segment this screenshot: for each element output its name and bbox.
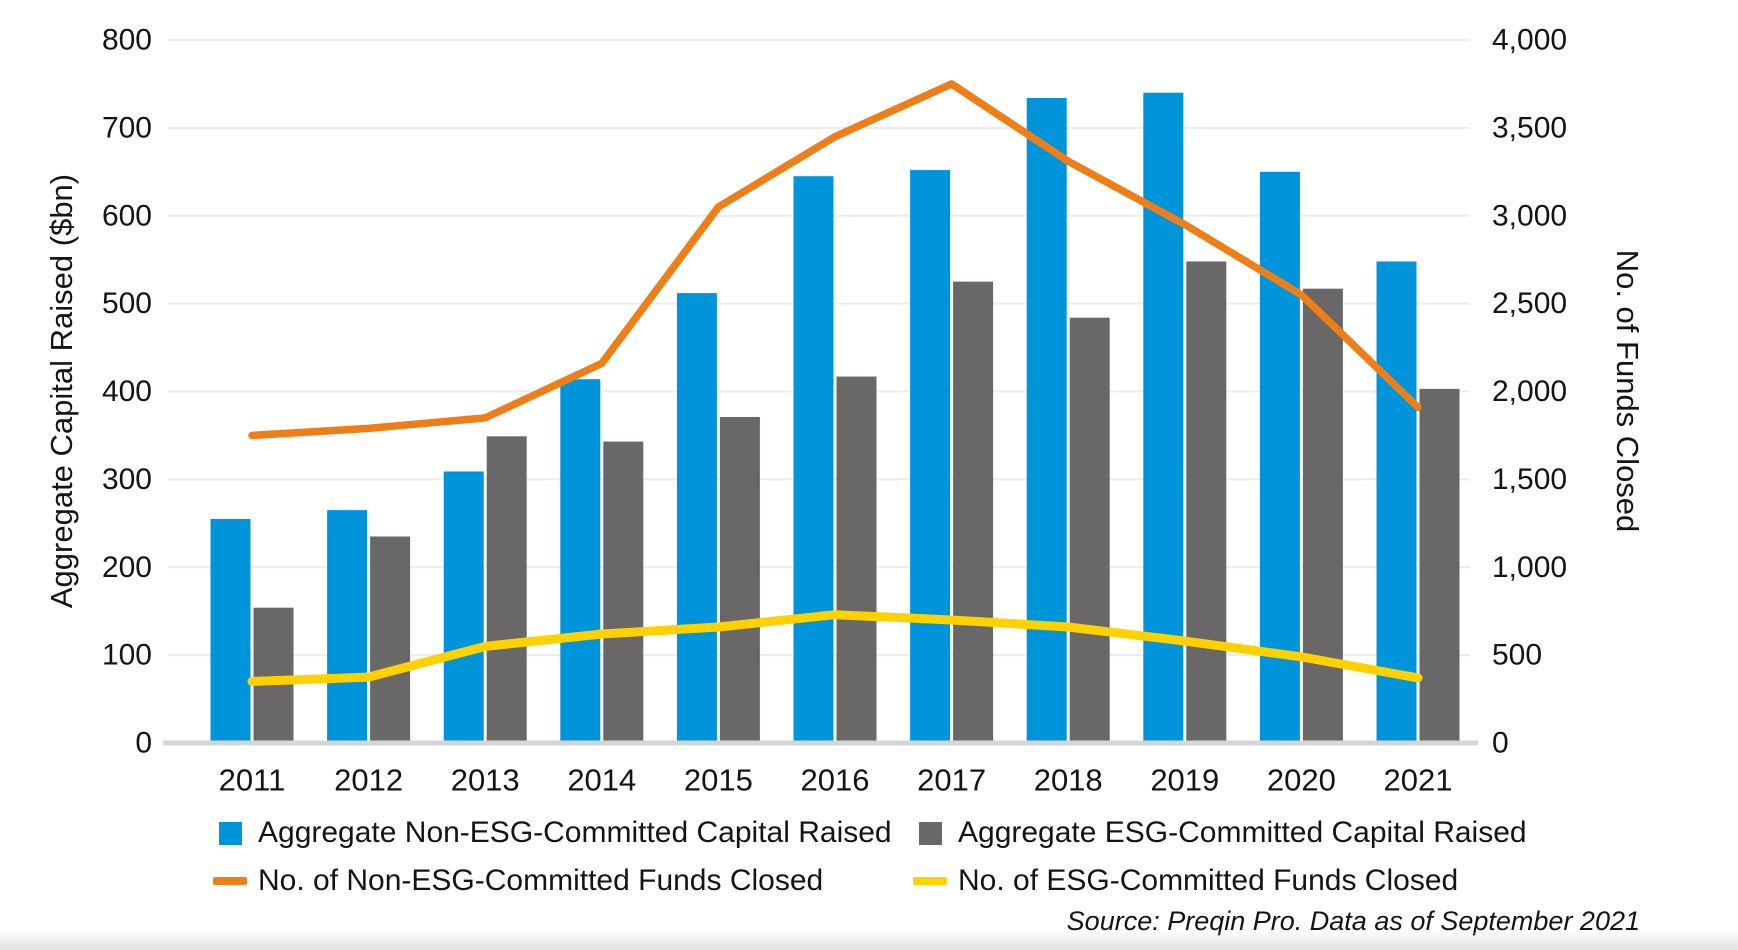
legend-item-non-esg-funds: No. of Non-ESG-Committed Funds Closed bbox=[212, 860, 823, 902]
line-non-esg-funds bbox=[248, 80, 1422, 440]
x-label-2015: 2015 bbox=[684, 763, 753, 798]
x-label-2013: 2013 bbox=[451, 763, 520, 798]
bar-non-esg-2019 bbox=[1143, 92, 1184, 744]
right-tick-label-2,500: 2,500 bbox=[1492, 287, 1567, 320]
x-label-2019: 2019 bbox=[1150, 763, 1219, 798]
bar-esg-2011 bbox=[253, 607, 294, 743]
bar-non-esg-2015 bbox=[676, 293, 717, 743]
right-tick-label-4,000: 4,000 bbox=[1492, 24, 1567, 57]
left-tick-label-0: 0 bbox=[135, 727, 152, 760]
right-tick-label-3,500: 3,500 bbox=[1492, 111, 1567, 144]
legend-marker-box bbox=[212, 812, 248, 854]
bar-non-esg-2012 bbox=[327, 510, 368, 743]
bar-non-esg-2013 bbox=[443, 471, 484, 743]
x-label-2021: 2021 bbox=[1384, 763, 1453, 798]
bar-esg-2019 bbox=[1186, 261, 1227, 743]
bar-esg-2021 bbox=[1419, 388, 1460, 743]
right-tick-label-2,000: 2,000 bbox=[1492, 375, 1567, 408]
right-tick-label-1,500: 1,500 bbox=[1492, 463, 1567, 496]
legend-label-esg-funds: No. of ESG-Committed Funds Closed bbox=[958, 864, 1459, 897]
bar-esg-2020 bbox=[1302, 288, 1343, 743]
bar-esg-2012 bbox=[370, 536, 411, 743]
bar-esg-2013 bbox=[486, 436, 527, 743]
bar-esg-2018 bbox=[1069, 317, 1110, 743]
left-tick-label-800: 800 bbox=[102, 24, 152, 57]
legend-item-esg-funds: No. of ESG-Committed Funds Closed bbox=[912, 860, 1458, 902]
left-tick-label-300: 300 bbox=[102, 463, 152, 496]
legend-marker-box bbox=[212, 860, 248, 902]
legend-item-non-esg-capital: Aggregate Non-ESG-Committed Capital Rais… bbox=[212, 812, 892, 854]
bar-esg-2015 bbox=[719, 416, 760, 743]
legend-marker-box bbox=[912, 860, 948, 902]
left-tick-label-200: 200 bbox=[102, 551, 152, 584]
right-tick-label-500: 500 bbox=[1492, 639, 1542, 672]
bar-non-esg-2011 bbox=[210, 518, 251, 743]
bar-non-esg-2018 bbox=[1026, 97, 1067, 743]
x-label-2014: 2014 bbox=[567, 763, 636, 798]
bar-non-esg-2014 bbox=[560, 379, 601, 743]
bar-non-esg-2017 bbox=[910, 170, 951, 743]
right-tick-label-3,000: 3,000 bbox=[1492, 199, 1567, 232]
bar-esg-2014 bbox=[603, 441, 644, 743]
bar-esg-2016 bbox=[836, 376, 877, 743]
left-tick-label-500: 500 bbox=[102, 287, 152, 320]
blue-square-swatch-icon bbox=[218, 821, 242, 845]
left-tick-label-700: 700 bbox=[102, 111, 152, 144]
bar-non-esg-2016 bbox=[793, 176, 834, 744]
x-label-2016: 2016 bbox=[801, 763, 870, 798]
x-label-2020: 2020 bbox=[1267, 763, 1336, 798]
x-label-2011: 2011 bbox=[219, 763, 286, 798]
bar-non-esg-2021 bbox=[1376, 261, 1417, 743]
legend-label-non-esg-capital: Aggregate Non-ESG-Committed Capital Rais… bbox=[258, 816, 892, 849]
yellow-line-swatch-icon bbox=[913, 877, 947, 885]
legend-label-non-esg-funds: No. of Non-ESG-Committed Funds Closed bbox=[258, 864, 824, 897]
right-tick-label-0: 0 bbox=[1492, 727, 1509, 760]
left-tick-label-100: 100 bbox=[102, 639, 152, 672]
legend-marker-box bbox=[912, 812, 948, 854]
legend-item-esg-capital: Aggregate ESG-Committed Capital Raised bbox=[912, 812, 1527, 854]
grey-square-swatch-icon bbox=[918, 821, 942, 845]
left-tick-label-600: 600 bbox=[102, 199, 152, 232]
x-label-2012: 2012 bbox=[334, 763, 403, 798]
x-label-2017: 2017 bbox=[917, 763, 986, 798]
legend-label-esg-capital: Aggregate ESG-Committed Capital Raised bbox=[958, 816, 1527, 849]
x-label-2018: 2018 bbox=[1034, 763, 1103, 798]
left-tick-label-400: 400 bbox=[102, 375, 152, 408]
line-esg-funds bbox=[247, 610, 1423, 686]
bar-esg-2017 bbox=[953, 281, 994, 743]
source-note: Source: Preqin Pro. Data as of September… bbox=[1066, 906, 1640, 936]
right-tick-label-1,000: 1,000 bbox=[1492, 551, 1567, 584]
orange-line-swatch-icon bbox=[213, 877, 247, 885]
